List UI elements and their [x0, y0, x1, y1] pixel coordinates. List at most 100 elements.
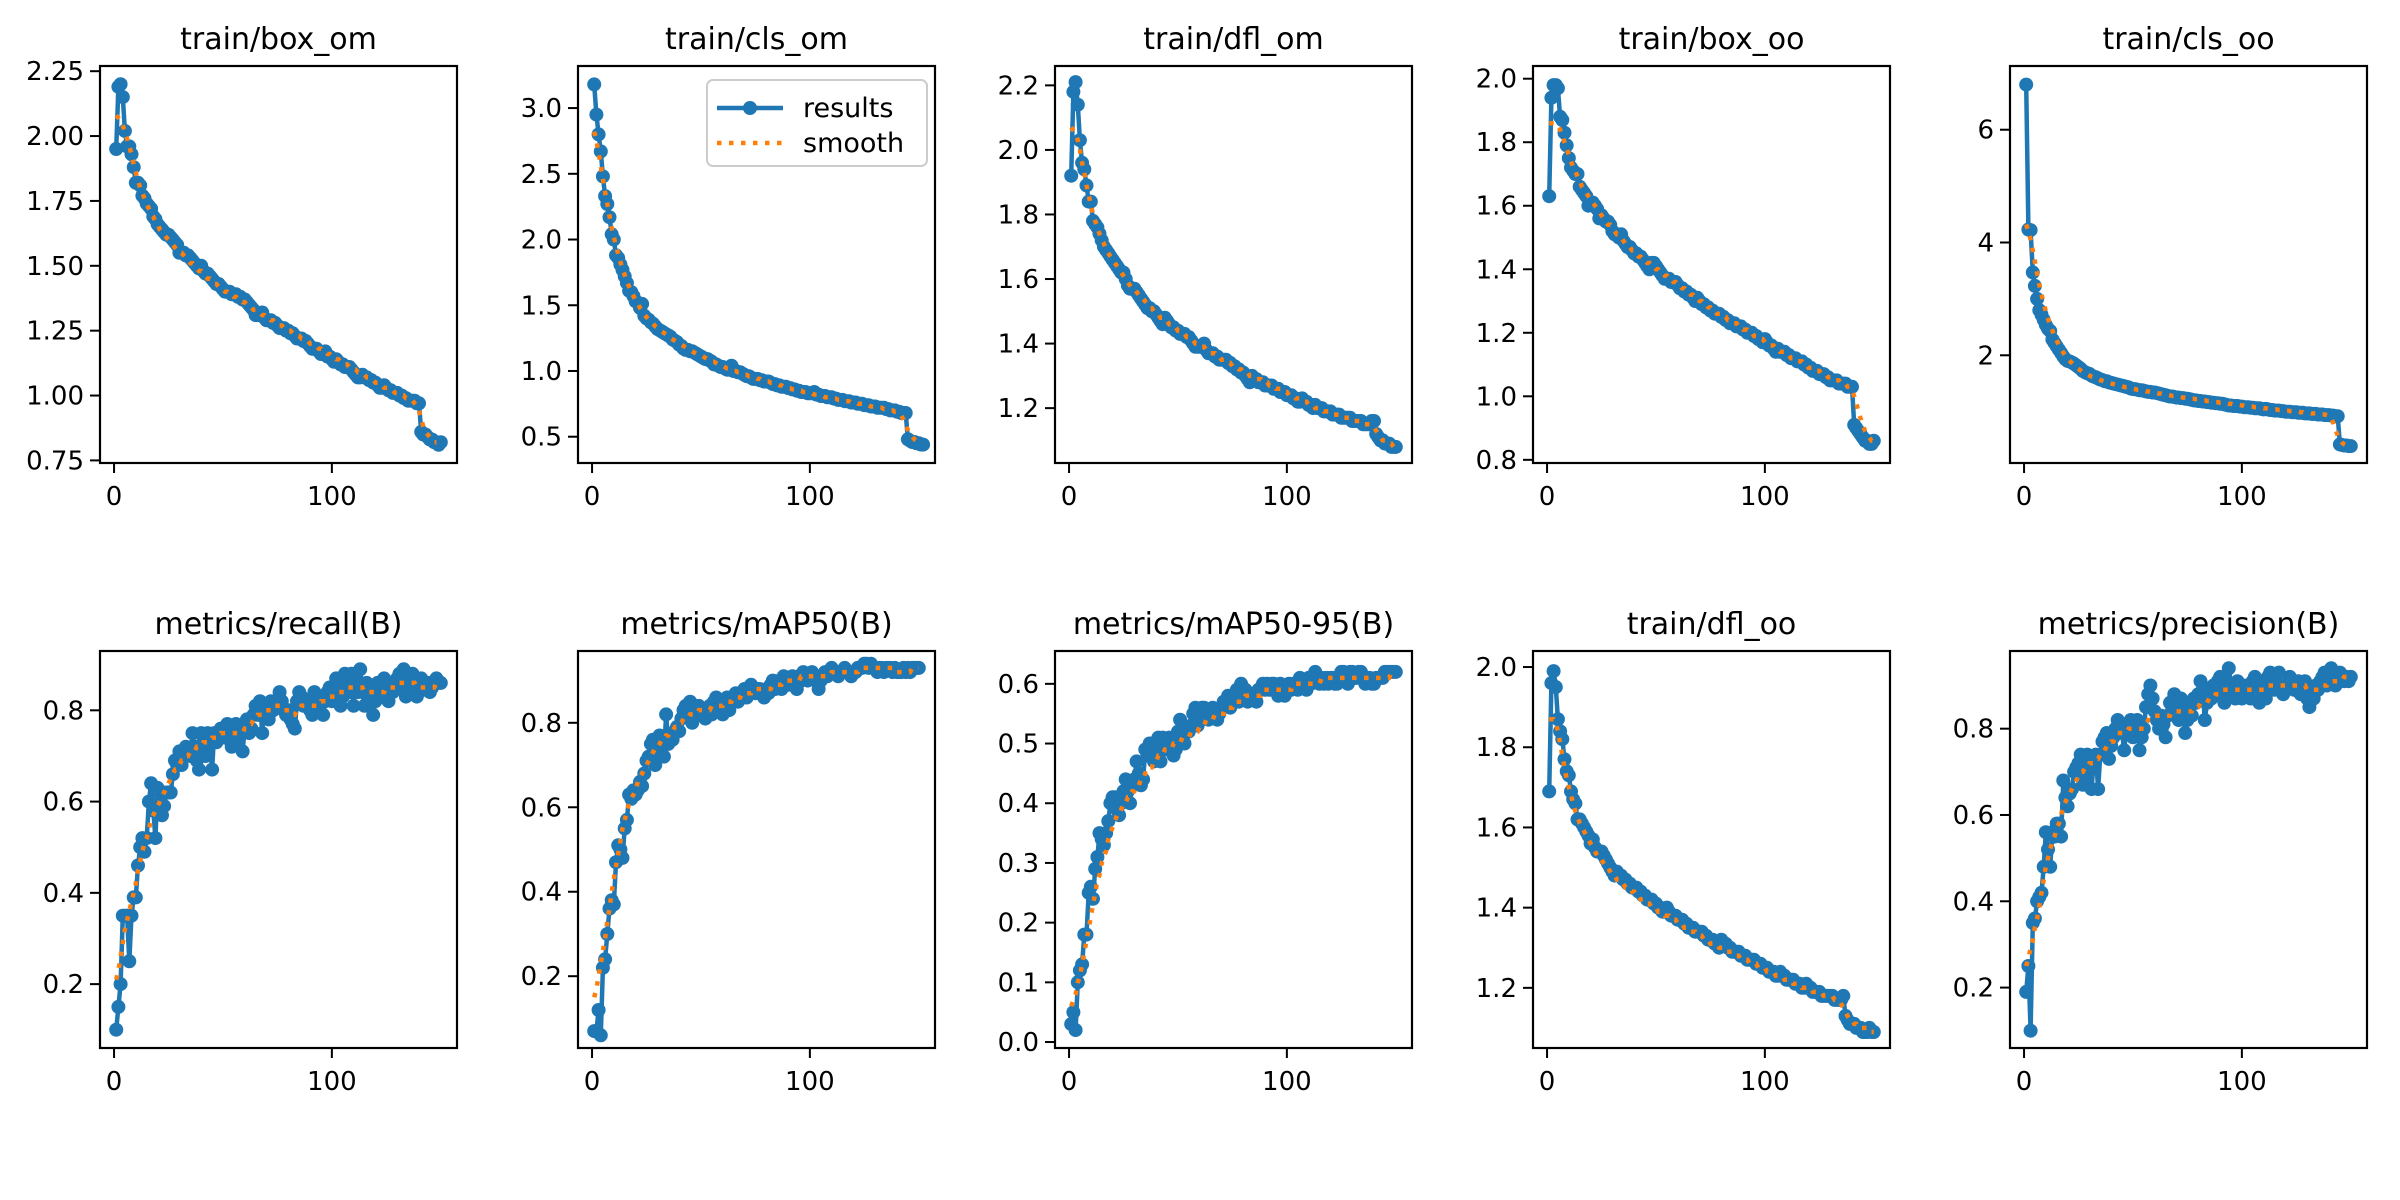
y-tick-label: 2.0 — [1476, 65, 1517, 95]
x-tick-label: 100 — [1262, 482, 1312, 512]
data-point — [198, 749, 213, 763]
panel-metrics-recall-b: metrics/recall(B) 0 100 0.2 0.4 0.6 0.8 — [43, 607, 459, 1097]
panel-train-cls-om: train/cls_om 0 100 0.5 1.0 1.5 2.0 2.5 3.0 result… — [521, 22, 937, 512]
data-point — [2056, 773, 2071, 788]
data-point — [1064, 168, 1079, 183]
smooth-line — [592, 131, 920, 444]
data-point — [2019, 984, 2034, 999]
data-point — [433, 435, 448, 450]
x-tick-label: 0 — [1539, 1067, 1556, 1097]
panel-metrics-map50-95-b: metrics/mAP50-95(B) 0 100 0.0 0.1 0.2 0.3 0.4 0.… — [998, 607, 1414, 1097]
axes-frame — [2008, 649, 2369, 1050]
y-tick-label: 1.8 — [1476, 128, 1517, 158]
data-point — [1555, 113, 1570, 127]
x-tick-label: 100 — [2217, 1067, 2267, 1097]
data-point — [205, 762, 220, 777]
legend-box — [706, 79, 928, 167]
panel-title: metrics/mAP50-95(B) — [1073, 607, 1394, 642]
data-point — [109, 1022, 124, 1037]
data-point — [2091, 782, 2106, 797]
y-tick-label: 1.75 — [26, 187, 84, 217]
data-point — [2343, 669, 2358, 684]
panel-title: train/dfl_oo — [1627, 607, 1797, 642]
data-point — [1548, 680, 1563, 695]
y-tick-label: 1.4 — [1476, 255, 1517, 285]
results-line — [1546, 82, 1876, 447]
data-point — [353, 662, 368, 677]
y-tick-label: 0.2 — [998, 909, 1039, 939]
data-point — [2221, 661, 2236, 676]
data-point — [2143, 678, 2158, 693]
data-point — [1070, 97, 1085, 112]
y-tick-label: 0.6 — [521, 793, 562, 823]
y-tick-label: 3.0 — [521, 94, 562, 124]
y-tick-label: 1.8 — [998, 200, 1039, 230]
x-tick-label: 100 — [785, 482, 835, 512]
x-tick-label: 100 — [1740, 482, 1790, 512]
axes-frame — [98, 649, 459, 1050]
data-point — [593, 1028, 608, 1043]
y-tick-label: 2.0 — [998, 136, 1039, 166]
axes-frame — [576, 649, 937, 1050]
data-point — [1075, 957, 1090, 972]
data-point — [591, 1003, 606, 1017]
results-markers — [1064, 75, 1403, 454]
smooth-line — [1549, 120, 1874, 444]
data-point — [1555, 732, 1570, 747]
data-point — [1123, 796, 1137, 811]
data-point — [1550, 81, 1565, 96]
y-tick-label: 1.8 — [1476, 733, 1517, 763]
y-tick-label: 0.4 — [998, 789, 1039, 819]
data-point — [587, 77, 602, 92]
data-point — [659, 707, 674, 722]
y-tick-label: 0.8 — [1476, 446, 1517, 476]
axes-frame — [1531, 649, 1892, 1050]
y-tick-label: 2.00 — [26, 122, 84, 152]
results-line — [594, 661, 919, 1038]
data-point — [244, 721, 259, 736]
x-tick-label: 0 — [1061, 1067, 1078, 1097]
panel-title: metrics/recall(B) — [154, 607, 402, 642]
panel-metrics-precision-b: metrics/precision(B) 0 100 0.2 0.4 0.6 0.8 — [1953, 607, 2369, 1097]
y-tick-label: 0.0 — [998, 1028, 1039, 1058]
y-tick-label: 0.2 — [43, 970, 84, 1000]
data-point — [1836, 988, 1851, 1003]
data-point — [2023, 1023, 2038, 1038]
x-tick-label: 100 — [307, 1067, 357, 1097]
data-point — [1190, 718, 1205, 733]
data-point — [593, 144, 608, 159]
data-point — [1129, 754, 1144, 769]
data-point — [656, 749, 671, 764]
data-point — [2258, 691, 2273, 706]
data-point — [2173, 691, 2188, 706]
x-tick-label: 100 — [1740, 1067, 1790, 1097]
results-markers — [2019, 77, 2358, 454]
y-tick-label: 2.0 — [521, 226, 562, 256]
panel-title: train/dfl_om — [1143, 22, 1323, 57]
y-tick-label: 1.00 — [26, 382, 84, 412]
y-tick-label: 1.25 — [26, 317, 84, 347]
y-tick-label: 1.0 — [1476, 382, 1517, 412]
panel-title: metrics/precision(B) — [2038, 607, 2340, 642]
data-point — [1367, 414, 1381, 428]
legend: results smooth — [706, 79, 928, 167]
results-markers — [1064, 664, 1403, 1038]
data-point — [2136, 721, 2151, 736]
y-tick-label: 2 — [1977, 341, 1994, 371]
data-point — [126, 160, 141, 175]
y-tick-label: 0.5 — [521, 423, 562, 453]
panel-train-cls-oo: train/cls_oo 0 100 2 4 6 — [1977, 22, 2369, 512]
smooth-line — [1069, 669, 1396, 1007]
data-point — [128, 890, 143, 905]
y-tick-label: 0.75 — [26, 446, 84, 476]
data-point — [2145, 691, 2160, 706]
data-point — [1388, 664, 1403, 679]
y-tick-label: 2.5 — [521, 160, 562, 190]
x-tick-label: 100 — [785, 1067, 835, 1097]
data-point — [1542, 189, 1557, 204]
data-point — [287, 721, 302, 736]
data-point — [589, 107, 604, 122]
data-point — [1557, 752, 1572, 767]
y-tick-label: 1.2 — [1476, 319, 1517, 349]
x-tick-label: 0 — [2016, 1067, 2033, 1097]
